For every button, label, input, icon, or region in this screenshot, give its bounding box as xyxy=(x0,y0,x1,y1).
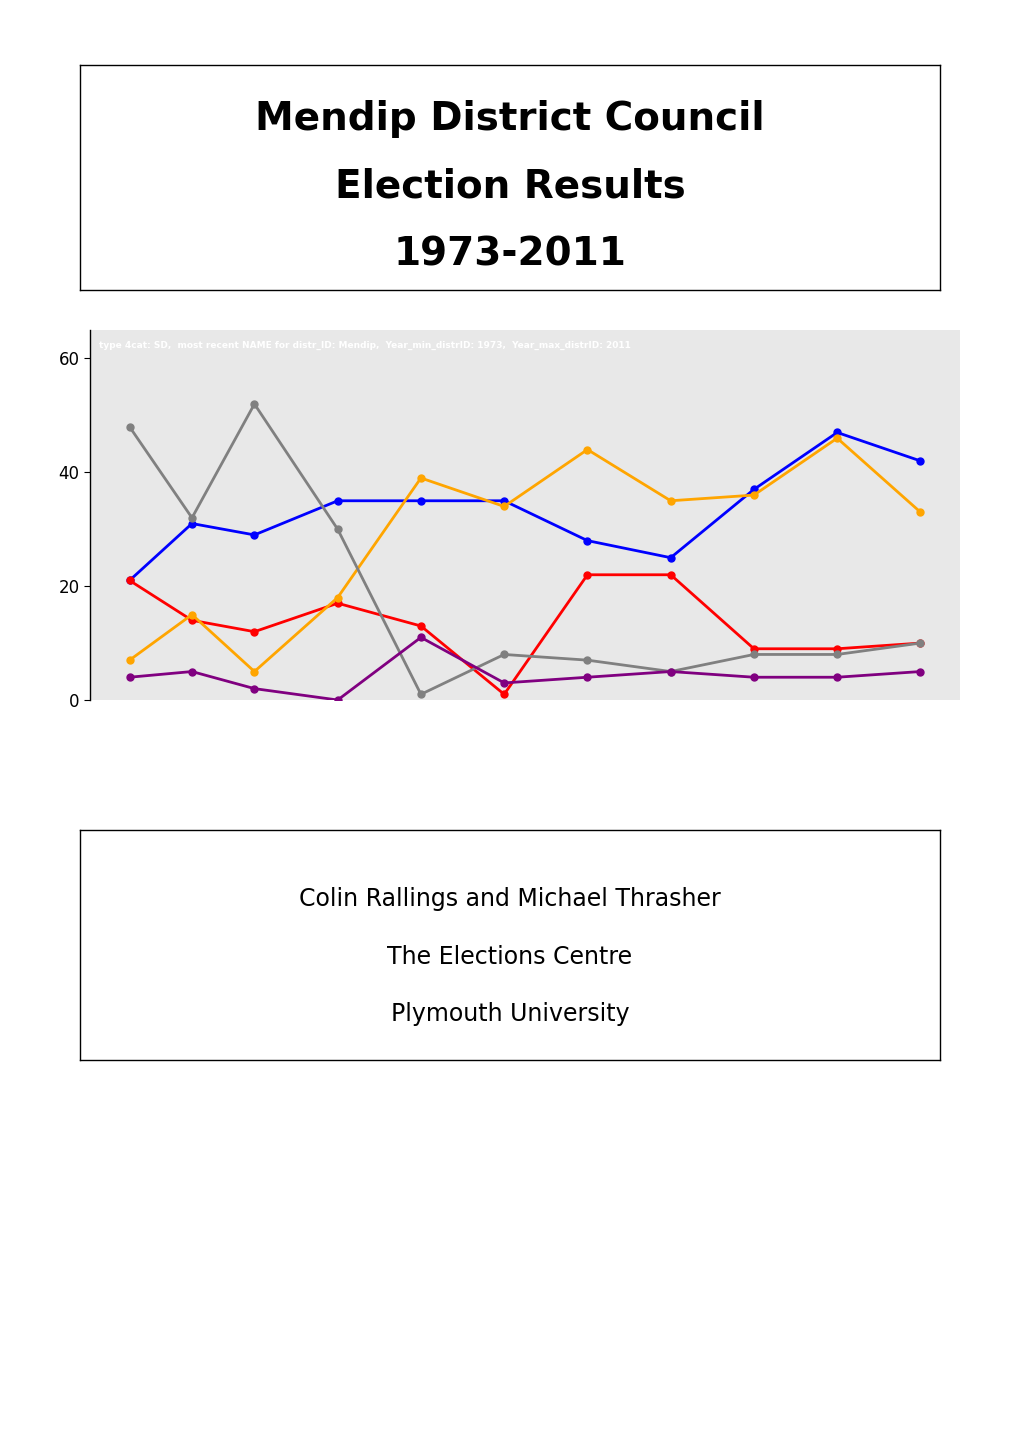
Text: type 4cat: SD,  most recent NAME for distr_ID: Mendip,  Year_min_distrID: 1973, : type 4cat: SD, most recent NAME for dist… xyxy=(99,342,630,350)
Text: Mendip District Council: Mendip District Council xyxy=(255,99,764,138)
Text: Plymouth University: Plymouth University xyxy=(390,1002,629,1027)
Text: Election Results: Election Results xyxy=(334,167,685,206)
Text: 1973-2011: 1973-2011 xyxy=(393,235,626,273)
Text: Colin Rallings and Michael Thrasher: Colin Rallings and Michael Thrasher xyxy=(299,887,720,911)
Text: The Elections Centre: The Elections Centre xyxy=(387,945,632,969)
